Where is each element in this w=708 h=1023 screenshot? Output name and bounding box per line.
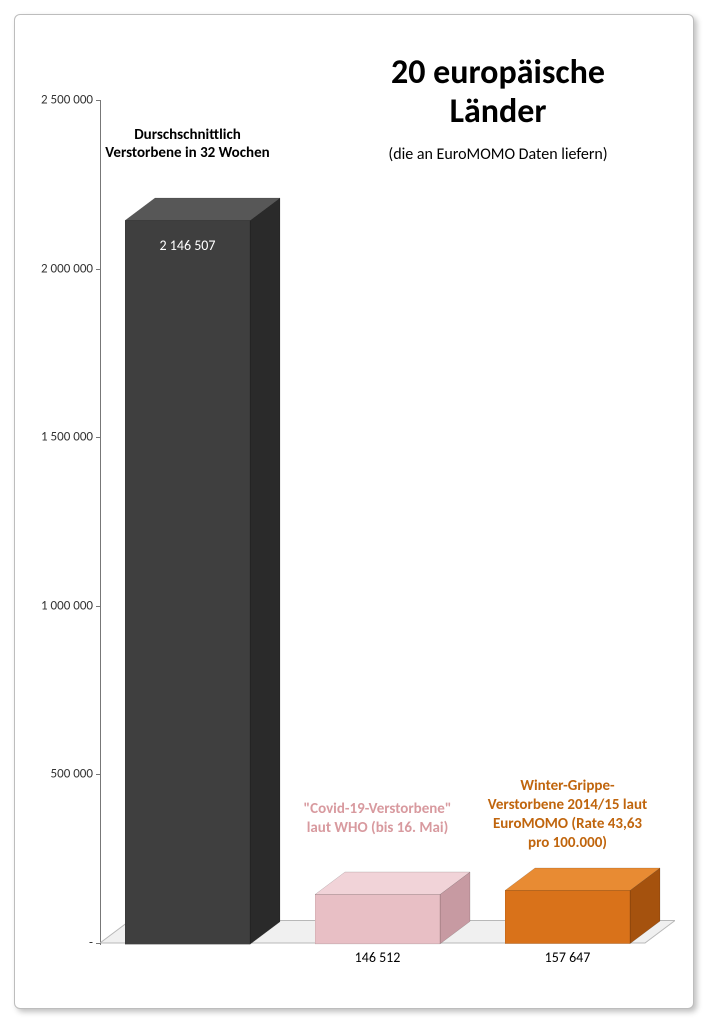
y-tick-mark: [96, 437, 101, 438]
y-tick-mark: [96, 943, 101, 944]
category-label: Durschschnittlich Verstorbene in 32 Woch…: [105, 126, 270, 164]
y-tick-label: 2 500 000: [23, 93, 93, 108]
bar: 157 647: [505, 890, 630, 943]
y-tick-label: -: [23, 936, 93, 951]
bar-value-label: 157 647: [505, 949, 630, 966]
bar-value-label: 146 512: [315, 949, 440, 966]
bar-value-label: 2 146 507: [125, 237, 250, 254]
y-tick-mark: [96, 606, 101, 607]
bar: 146 512: [315, 894, 440, 943]
y-tick-label: 500 000: [23, 767, 93, 782]
y-tick-mark: [96, 269, 101, 270]
y-tick-label: 2 000 000: [23, 261, 93, 276]
y-tick-label: 1 000 000: [23, 598, 93, 613]
y-tick-mark: [96, 774, 101, 775]
y-tick-mark: [96, 100, 101, 101]
chart-frame: 20 europäische Länder (die an EuroMOMO D…: [14, 14, 694, 1009]
bar-chart: - 500 000 1 000 000 1 500 000 2 000 000 2 500…: [15, 15, 693, 1008]
category-label: "Covid-19-Verstorbene" laut WHO (bis 16.…: [295, 800, 460, 838]
category-label: Winter-Grippe-Verstorbene 2014/15 laut E…: [485, 777, 650, 852]
bar: 2 146 507: [125, 219, 250, 943]
y-axis-line: [100, 100, 101, 945]
y-tick-label: 1 500 000: [23, 430, 93, 445]
